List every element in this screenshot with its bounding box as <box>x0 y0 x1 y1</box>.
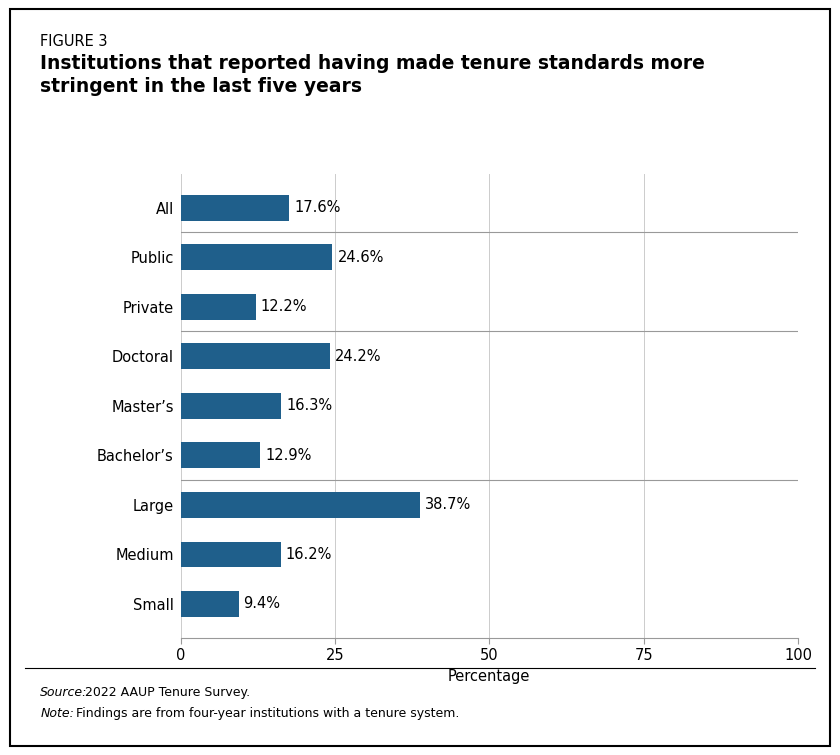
Text: Source:: Source: <box>40 686 87 698</box>
Bar <box>181 344 330 369</box>
Bar <box>181 294 256 319</box>
Bar <box>181 245 333 270</box>
X-axis label: Percentage: Percentage <box>448 669 531 684</box>
Text: 24.2%: 24.2% <box>335 349 381 364</box>
Bar <box>181 442 260 468</box>
Text: 16.3%: 16.3% <box>286 399 333 413</box>
Text: 2022 AAUP Tenure Survey.: 2022 AAUP Tenure Survey. <box>81 686 249 698</box>
Bar <box>181 541 281 567</box>
Text: 12.9%: 12.9% <box>265 448 312 463</box>
Text: 12.2%: 12.2% <box>261 299 307 314</box>
Text: 9.4%: 9.4% <box>244 596 281 612</box>
Text: Institutions that reported having made tenure standards more
stringent in the la: Institutions that reported having made t… <box>40 54 706 96</box>
Bar <box>181 492 419 518</box>
Text: Findings are from four-year institutions with a tenure system.: Findings are from four-year institutions… <box>72 707 459 720</box>
FancyBboxPatch shape <box>10 9 830 746</box>
Bar <box>181 393 281 419</box>
Text: 24.6%: 24.6% <box>338 250 384 265</box>
Text: 38.7%: 38.7% <box>424 498 470 513</box>
Text: Note:: Note: <box>40 707 74 720</box>
Text: 17.6%: 17.6% <box>294 200 340 215</box>
Bar <box>181 195 289 220</box>
Bar <box>181 591 239 617</box>
Text: 16.2%: 16.2% <box>286 547 332 562</box>
Text: FIGURE 3: FIGURE 3 <box>40 34 108 49</box>
